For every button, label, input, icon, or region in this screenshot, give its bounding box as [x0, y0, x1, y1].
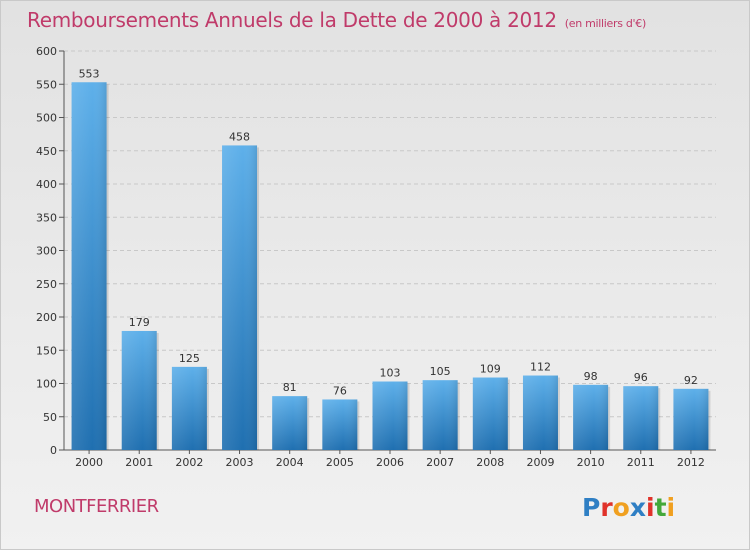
bar-shade	[121, 330, 157, 450]
bar-value-label: 92	[684, 374, 698, 387]
bar-value-label: 112	[530, 361, 551, 374]
bar-value-label: 458	[229, 130, 250, 143]
y-tick-label: 450	[36, 145, 57, 158]
bar-value-label: 179	[129, 316, 150, 329]
x-tick-label: 2003	[226, 456, 254, 469]
bar-shade	[573, 384, 609, 450]
x-tick-label: 2005	[326, 456, 354, 469]
y-tick-label: 400	[36, 178, 57, 191]
bar-value-label: 109	[480, 363, 501, 376]
bar-shade	[673, 388, 709, 450]
y-tick-label: 300	[36, 245, 57, 258]
grid-lines	[64, 50, 716, 418]
bar-shade	[623, 386, 659, 450]
bar-shade	[522, 375, 558, 450]
y-tick-label: 250	[36, 278, 57, 291]
bars	[71, 82, 711, 450]
bar-value-label: 98	[584, 370, 598, 383]
bar-shade	[272, 396, 308, 450]
bar-shade	[71, 82, 107, 450]
x-tick-label: 2002	[175, 456, 203, 469]
x-tick-label: 2007	[426, 456, 454, 469]
y-tick-label: 600	[36, 45, 57, 58]
bar-value-label: 125	[179, 352, 200, 365]
bar-value-label: 96	[634, 371, 648, 384]
bar-shade	[222, 145, 258, 450]
bar-value-label: 103	[380, 367, 401, 380]
bar-shade	[422, 380, 458, 450]
bar-shade	[472, 377, 508, 450]
x-tick-label: 2009	[526, 456, 554, 469]
chart-unit: (en milliers d'€)	[564, 17, 646, 30]
bar-value-label: 553	[79, 67, 100, 80]
bar-shade	[171, 366, 207, 450]
x-tick-label: 2010	[577, 456, 605, 469]
bar-value-label: 81	[283, 381, 297, 394]
y-tick-label: 50	[43, 411, 57, 424]
town-name: MONTFERRIER	[34, 496, 159, 517]
y-tick-label: 550	[36, 78, 57, 91]
bar-shade	[322, 399, 358, 450]
y-tick-label: 350	[36, 211, 57, 224]
svg-text:Proxiti: Proxiti	[582, 493, 675, 522]
x-tick-label: 2000	[75, 456, 103, 469]
chart-title: Remboursements Annuels de la Dette de 20…	[27, 8, 646, 32]
x-tick-label: 2011	[627, 456, 655, 469]
y-tick-label: 500	[36, 112, 57, 125]
x-tick-label: 2001	[125, 456, 153, 469]
bar-value-label: 76	[333, 384, 347, 397]
proxiti-logo: Proxiti	[580, 490, 690, 524]
chart-title-text: Remboursements Annuels de la Dette de 20…	[27, 8, 557, 32]
y-tick-label: 0	[50, 444, 57, 457]
proxiti-logo-mark: Proxiti	[582, 493, 675, 522]
y-tick-label: 150	[36, 344, 57, 357]
y-tick-label: 100	[36, 378, 57, 391]
labels: 0 50 100 150 200 250 300 350 400 450 500 550 600 553 2…	[36, 45, 705, 469]
y-tick-label: 200	[36, 311, 57, 324]
bar-value-label: 105	[430, 365, 451, 378]
x-tick-label: 2012	[677, 456, 705, 469]
x-tick-label: 2006	[376, 456, 404, 469]
bar-shade	[372, 381, 408, 450]
x-tick-label: 2008	[476, 456, 504, 469]
x-tick-label: 2004	[276, 456, 304, 469]
